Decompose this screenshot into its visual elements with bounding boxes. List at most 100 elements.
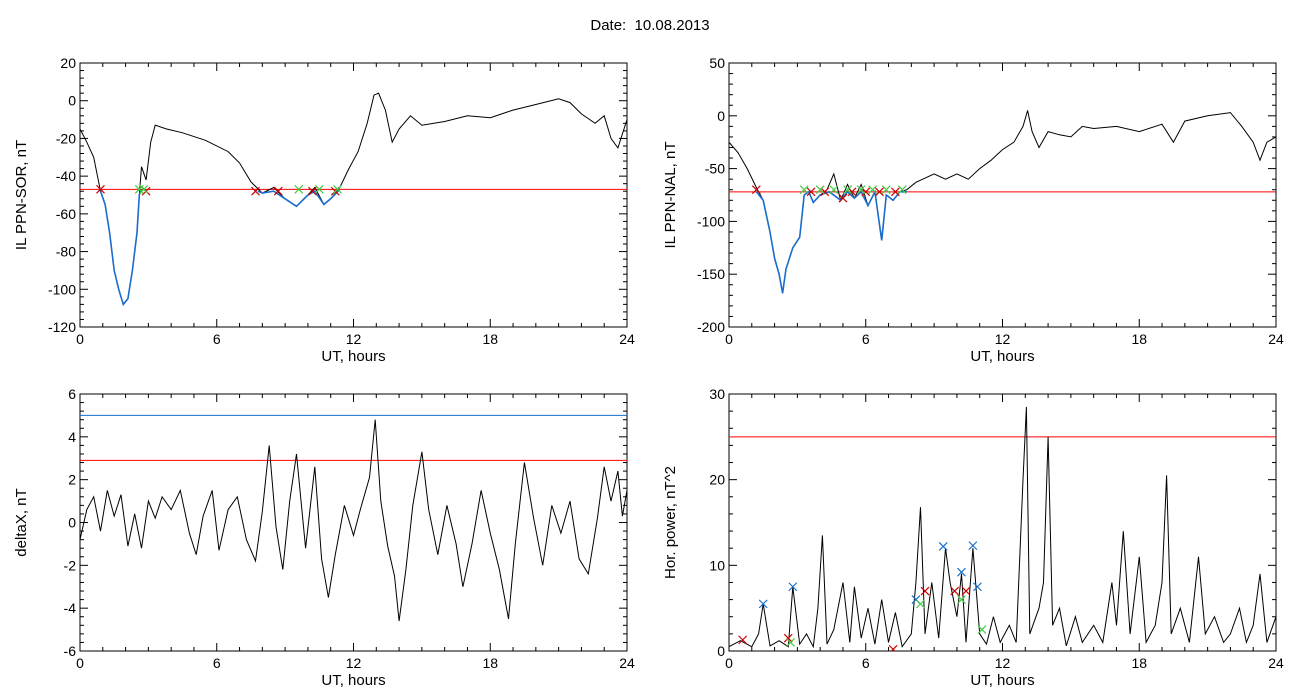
- y-tick-label: 50: [709, 55, 725, 71]
- x-marker: [786, 638, 795, 647]
- y-tick-label: -2: [64, 557, 77, 573]
- y-tick-label: -80: [56, 244, 76, 260]
- x-marker: [938, 542, 948, 551]
- x-marker: [815, 185, 825, 195]
- y-tick-label: -150: [697, 266, 725, 282]
- y-tick-label: 0: [68, 515, 76, 531]
- data-series-line: [729, 406, 1276, 649]
- x-marker: [829, 185, 839, 195]
- x-marker: [843, 185, 852, 195]
- y-tick-label: -50: [705, 161, 725, 177]
- x-tick-label: 24: [1268, 655, 1284, 671]
- highlight-series-line: [257, 188, 341, 208]
- x-tick-label: 6: [213, 655, 221, 671]
- x-tick-label: 24: [619, 331, 635, 347]
- x-tick-label: 18: [482, 331, 498, 347]
- y-tick-label: 0: [717, 108, 725, 124]
- plot-area: [80, 414, 627, 622]
- plot-frame: [79, 393, 628, 652]
- plot-area: [729, 110, 1276, 294]
- y-tick-label: -200: [697, 319, 725, 335]
- x-marker: [333, 184, 342, 194]
- x-marker: [751, 185, 761, 195]
- page-title: Date: 10.08.2013: [590, 17, 710, 34]
- y-tick-label: -100: [697, 213, 725, 229]
- y-tick-label: 10: [709, 557, 725, 573]
- y-tick-label: -100: [48, 281, 76, 297]
- y-tick-label: 4: [68, 429, 76, 445]
- x-marker: [806, 187, 816, 197]
- x-marker: [139, 184, 149, 194]
- x-marker: [868, 185, 878, 195]
- x-tick-label: 24: [619, 655, 635, 671]
- x-axis-label: UT, hours: [321, 348, 385, 365]
- y-tick-label: -40: [56, 168, 76, 184]
- y-tick-label: 0: [717, 643, 725, 659]
- data-series-line: [80, 92, 627, 306]
- y-axis-label: IL PPN-NAL, nT: [662, 142, 679, 249]
- x-marker: [973, 582, 982, 592]
- x-tick-label: 12: [346, 331, 362, 347]
- x-tick-label: 18: [1131, 655, 1147, 671]
- x-marker: [294, 184, 304, 194]
- x-tick-label: 18: [1131, 331, 1147, 347]
- x-marker: [881, 185, 891, 195]
- plot-area: [80, 92, 627, 307]
- x-marker: [783, 633, 793, 643]
- x-marker: [968, 541, 978, 551]
- x-marker: [856, 185, 866, 195]
- y-tick-label: 20: [60, 55, 76, 71]
- x-marker: [738, 635, 748, 645]
- y-tick-label: 30: [709, 386, 725, 402]
- x-tick-label: 6: [862, 331, 870, 347]
- x-tick-label: 12: [346, 655, 362, 671]
- x-marker: [916, 599, 925, 609]
- x-marker: [861, 187, 871, 197]
- x-marker: [950, 586, 960, 596]
- y-axis-label: deltaX, nT: [13, 488, 30, 556]
- x-marker: [957, 567, 966, 577]
- y-tick-label: 0: [68, 93, 76, 109]
- y-tick-label: -6: [64, 643, 77, 659]
- chart-panel-2: 0 6 12 18 24 -200 -150 -100 -50 0 50 UT, hours IL PP…: [662, 55, 1284, 365]
- x-marker: [957, 595, 966, 605]
- highlight-series-line: [755, 189, 907, 294]
- x-axis-label: UT, hours: [970, 672, 1034, 689]
- x-tick-label: 18: [482, 655, 498, 671]
- x-marker: [897, 185, 907, 195]
- x-marker: [314, 184, 324, 194]
- plot-frame: [728, 62, 1277, 328]
- chart-panel-4: 0 6 12 18 24 0 10 20 30 UT, hours Hor. power, nT^2: [662, 386, 1284, 689]
- x-tick-label: 6: [862, 655, 870, 671]
- x-marker: [875, 187, 884, 197]
- y-tick-label: -60: [56, 206, 76, 222]
- highlight-series-line: [99, 189, 143, 307]
- y-tick-label: 2: [68, 472, 76, 488]
- x-marker: [96, 184, 105, 194]
- x-axis-label: UT, hours: [321, 672, 385, 689]
- data-series-line: [80, 419, 627, 622]
- x-marker: [888, 644, 898, 651]
- x-marker: [799, 185, 809, 195]
- x-tick-label: 0: [76, 331, 84, 347]
- x-tick-label: 6: [213, 331, 221, 347]
- x-tick-label: 0: [725, 331, 733, 347]
- plot-frame: [728, 393, 1277, 652]
- x-tick-label: 12: [995, 655, 1011, 671]
- x-marker: [847, 187, 857, 197]
- y-tick-label: -4: [64, 600, 77, 616]
- chart-panel-1: 0 6 12 18 24 -120 -100 -80 -60 -40 -20 0 20 UT, hours…: [13, 55, 635, 365]
- data-series-line: [729, 110, 1276, 294]
- x-tick-label: 24: [1268, 331, 1284, 347]
- x-axis-label: UT, hours: [970, 348, 1034, 365]
- x-marker: [920, 586, 930, 596]
- x-marker: [890, 187, 900, 197]
- x-tick-label: 12: [995, 331, 1011, 347]
- x-marker: [308, 186, 317, 196]
- x-marker: [838, 193, 848, 203]
- x-tick-label: 0: [76, 655, 84, 671]
- y-tick-label: -20: [56, 130, 76, 146]
- x-marker: [961, 586, 971, 596]
